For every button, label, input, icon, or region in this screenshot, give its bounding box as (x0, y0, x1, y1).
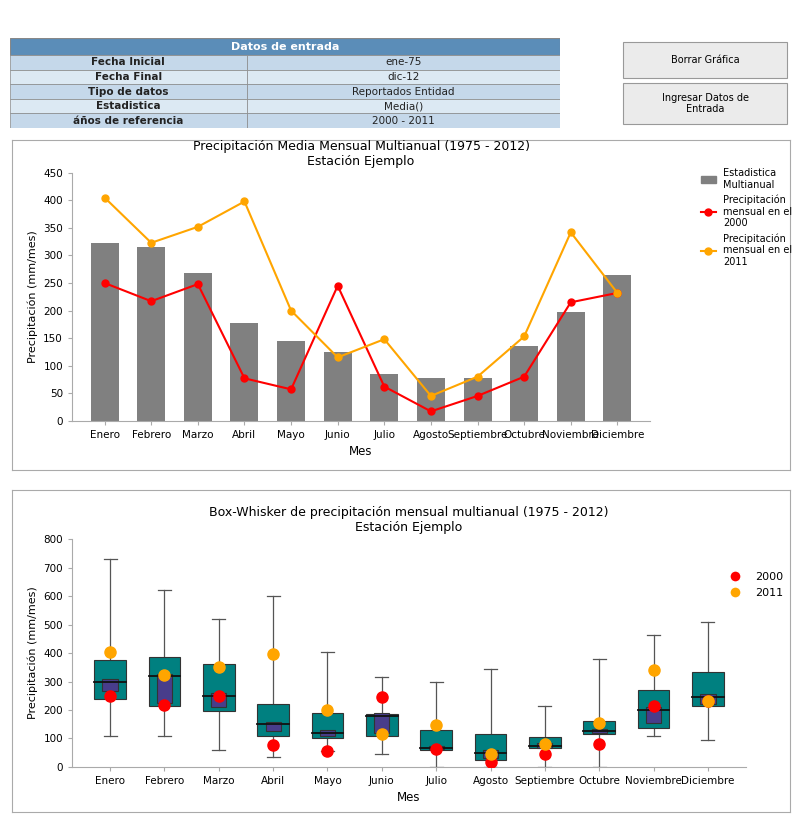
Bar (692, 672, 724, 706)
Bar (266, 722, 281, 732)
Bar (211, 694, 226, 707)
Bar (529, 737, 561, 749)
Y-axis label: Precipitación (mm/mes): Precipitación (mm/mes) (27, 231, 38, 363)
Text: Fecha Inicial: Fecha Inicial (91, 57, 165, 67)
Text: DATOS ESTADÍSTICOS MENSUALES: DATOS ESTADÍSTICOS MENSUALES (239, 6, 561, 24)
Bar (312, 713, 343, 738)
Bar (483, 750, 498, 759)
Bar (623, 83, 786, 125)
Bar (246, 55, 560, 70)
Bar (10, 38, 560, 55)
Legend: 2000, 2011: 2000, 2011 (719, 567, 788, 602)
Bar (538, 743, 553, 747)
Bar (638, 690, 670, 728)
Bar (203, 664, 234, 711)
Bar (374, 713, 390, 733)
Bar (246, 70, 560, 85)
Bar (10, 85, 246, 99)
Legend: Estadistica
Multianual, Precipitación
mensual en el
2000, Precipitación
mensual : Estadistica Multianual, Precipitación me… (698, 165, 795, 270)
Text: Ingresar Datos de
Entrada: Ingresar Datos de Entrada (662, 93, 749, 114)
Bar (417, 378, 445, 420)
Bar (10, 113, 246, 128)
Bar (700, 695, 715, 704)
Text: Reportados Entidad: Reportados Entidad (352, 86, 454, 97)
Bar (603, 275, 631, 420)
Bar (138, 247, 166, 420)
Bar (421, 730, 452, 750)
Bar (463, 378, 491, 420)
Text: dic-12: dic-12 (387, 72, 419, 82)
Bar (623, 42, 786, 78)
Y-axis label: Precipitación (mm/mes): Precipitación (mm/mes) (27, 587, 38, 719)
Bar (246, 85, 560, 99)
Bar (320, 730, 335, 736)
Bar (557, 312, 585, 420)
Title: Box-Whisker de precipitación mensual multianual (1975 - 2012)
Estación Ejemplo: Box-Whisker de precipitación mensual mul… (210, 506, 609, 534)
Bar (184, 273, 212, 420)
X-axis label: Mes: Mes (350, 445, 373, 458)
Bar (646, 707, 662, 722)
Bar (90, 243, 118, 420)
Text: áños de referencia: áños de referencia (73, 116, 183, 126)
Bar (157, 673, 172, 703)
Text: ene-75: ene-75 (385, 57, 422, 67)
Bar (366, 714, 398, 736)
Bar (230, 323, 258, 420)
X-axis label: Mes: Mes (398, 791, 421, 805)
Bar (429, 746, 444, 749)
Bar (510, 346, 538, 420)
Text: Tipo de datos: Tipo de datos (88, 86, 169, 97)
Bar (583, 722, 615, 734)
Bar (10, 99, 246, 113)
Text: Media(): Media() (384, 101, 423, 111)
Bar (246, 113, 560, 128)
Text: Fecha Final: Fecha Final (94, 72, 162, 82)
Bar (10, 70, 246, 85)
Bar (370, 374, 398, 420)
Bar (149, 658, 180, 706)
Bar (246, 99, 560, 113)
Bar (102, 679, 118, 691)
Bar (10, 55, 246, 70)
Text: 2000 - 2011: 2000 - 2011 (372, 116, 434, 126)
Text: Datos de entrada: Datos de entrada (231, 42, 339, 52)
Bar (592, 729, 607, 733)
Text: Borrar Gráfica: Borrar Gráfica (670, 55, 739, 65)
Bar (258, 704, 289, 736)
Title: Precipitación Media Mensual Multianual (1975 - 2012)
Estación Ejemplo: Precipitación Media Mensual Multianual (… (193, 140, 530, 167)
Bar (324, 352, 352, 420)
Bar (94, 660, 126, 699)
Bar (277, 341, 305, 420)
Bar (474, 734, 506, 759)
Text: Estadistica: Estadistica (96, 101, 161, 111)
